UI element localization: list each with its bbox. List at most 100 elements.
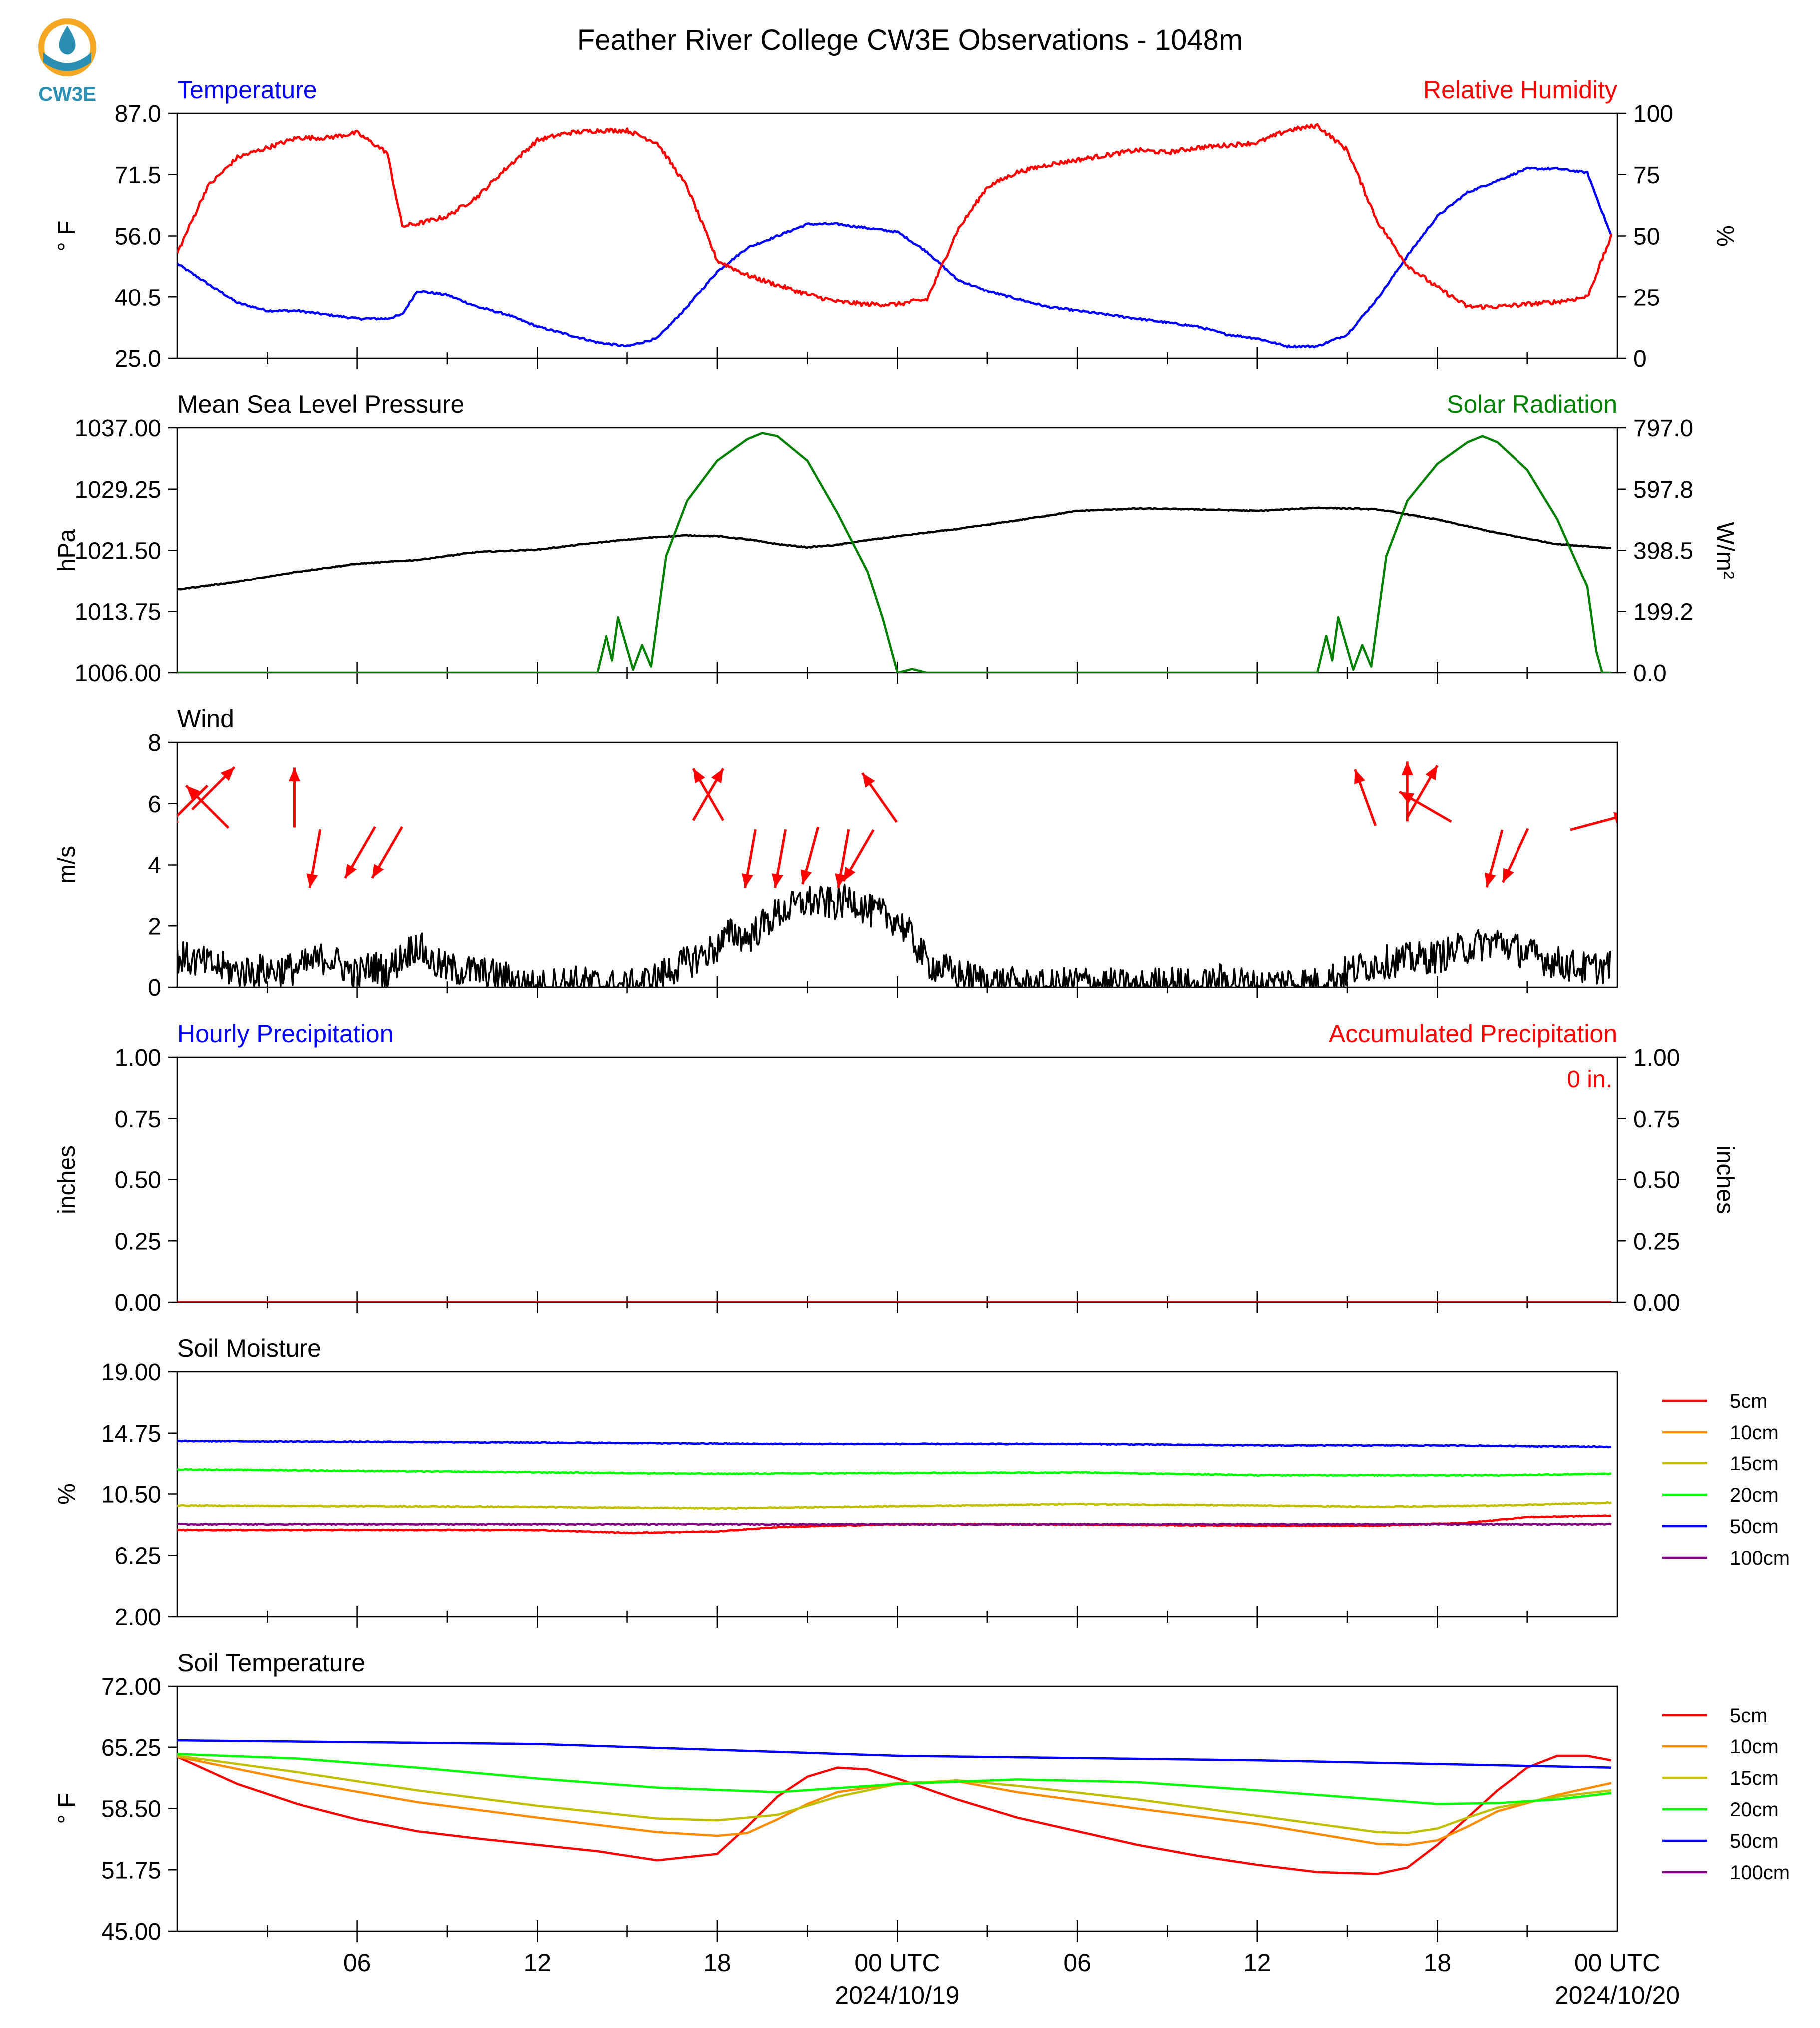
wind-arrow-head: [1425, 765, 1438, 781]
plot-frame: [176, 1685, 1618, 1932]
wind-arrow-head: [345, 864, 357, 878]
wind-arrow-head: [1354, 769, 1366, 785]
panel-title-left: Soil Temperature: [177, 1649, 365, 1677]
series-group: [177, 1439, 1612, 1535]
series-line-mean-sea-level-pressure: [177, 506, 1612, 591]
y2-tick-label: 75: [1633, 162, 1660, 189]
y-tick-label: 6: [148, 791, 161, 818]
y-tick-label: 1021.50: [74, 538, 161, 565]
series-line-temperature: [177, 166, 1613, 349]
wind-arrow: [1502, 828, 1529, 883]
series-line-solar-radiation: [177, 432, 1611, 673]
wind-arrow: [1570, 812, 1617, 831]
y2-tick-label: 50: [1633, 224, 1660, 250]
figure-title: Feather River College CW3E Observations …: [577, 24, 1243, 56]
y-tick-label: 1006.00: [74, 660, 161, 687]
y-axis-label: hPa: [54, 529, 80, 572]
series-group: [177, 761, 1617, 987]
legend-label: 100cm: [1730, 1862, 1790, 1884]
panel-soil_moisture: Soil Moisture 2.00 6.25 10.50 14.75 19.00%: [54, 1334, 1618, 1631]
wind-arrow-shaft: [177, 784, 209, 818]
wind-arrow-head: [177, 820, 179, 823]
y-axis-label: inches: [54, 1145, 80, 1214]
wind-arrow: [741, 829, 757, 888]
y-tick-label: 45.00: [101, 1919, 161, 1945]
y2-tick-label: 0: [1633, 346, 1647, 372]
y2-tick-label: 0.0: [1633, 660, 1667, 687]
y-tick-label: 1013.75: [74, 599, 161, 625]
series-group: [177, 432, 1612, 673]
y-tick-label: 58.50: [101, 1796, 161, 1823]
legend-label: 5cm: [1730, 1705, 1768, 1727]
wind-arrow: [835, 829, 850, 888]
y2-tick-label: 1.00: [1633, 1045, 1680, 1071]
wind-arrow-head: [693, 768, 705, 784]
wind-arrow-head: [1399, 791, 1415, 804]
x-tick-label: 00 UTC: [854, 1949, 940, 1977]
wind-arrow: [177, 784, 209, 823]
legend-label: 50cm: [1730, 1830, 1779, 1852]
y-tick-label: 40.5: [115, 285, 161, 311]
y-tick-label: 14.75: [101, 1421, 161, 1447]
panel-title-left: Temperature: [177, 76, 317, 104]
wind-arrow-head: [1484, 872, 1496, 888]
y-tick-label: 19.00: [101, 1359, 161, 1386]
panel-title-left: Wind: [177, 705, 234, 733]
panel-pressure_solar: Mean Sea Level Pressure Solar Radiation 10…: [54, 390, 1738, 687]
x-tick-label: 18: [703, 1949, 731, 1977]
panel-wind: Wind 0 2 4 6 8 m/s: [54, 705, 1618, 1001]
wind-arrow-head: [220, 767, 235, 781]
panel-title-right: Relative Humidity: [1423, 76, 1617, 104]
y-tick-label: 25.0: [115, 346, 161, 372]
legend-label: 20cm: [1730, 1799, 1779, 1821]
legend-label: 100cm: [1730, 1547, 1790, 1569]
panel-title-right: Solar Radiation: [1447, 390, 1617, 418]
legend-label: 15cm: [1730, 1453, 1779, 1475]
y2-tick-label: 597.8: [1633, 477, 1693, 503]
wind-arrow-head: [843, 867, 856, 882]
wind-arrow-head: [771, 873, 783, 888]
wind-arrow-head: [741, 873, 753, 888]
wind-arrow: [1406, 764, 1439, 818]
y-tick-label: 56.0: [115, 224, 161, 250]
panel-title-right: Accumulated Precipitation: [1329, 1020, 1617, 1048]
x-tick-label: 18: [1424, 1949, 1452, 1977]
y-tick-label: 2: [148, 913, 161, 940]
y-tick-label: 71.5: [115, 162, 161, 189]
panel-temp_rh: Temperature Relative Humidity 25.0 40.5 56.0…: [54, 76, 1738, 372]
wind-arrow: [185, 784, 230, 829]
y-tick-label: 10.50: [101, 1482, 161, 1508]
wind-arrow-head: [186, 785, 200, 800]
wind-arrow: [861, 772, 898, 823]
plot-frame: [176, 1371, 1618, 1618]
y-tick-label: 72.00: [101, 1674, 161, 1700]
logo-text: CW3E: [38, 83, 96, 105]
cw3e-logo-mark: CW3E: [38, 18, 96, 105]
y2-tick-label: 199.2: [1633, 599, 1693, 625]
x-date-label: 2024/10/20: [1555, 1981, 1680, 2009]
legend-label: 5cm: [1730, 1390, 1768, 1412]
legend-label: 50cm: [1730, 1516, 1779, 1538]
y-axis-label: m/s: [54, 846, 80, 884]
wind-arrow-head: [1613, 812, 1617, 824]
wind-arrow-head: [372, 864, 384, 878]
y2-tick-label: 797.0: [1633, 415, 1693, 442]
y-tick-label: 6.25: [115, 1543, 161, 1569]
wind-arrow-head: [306, 873, 318, 888]
panel-soil_temp: Soil Temperature 45.00 51.75 58.50 65.25 72.0…: [54, 1649, 1618, 1945]
logo-wave: [43, 52, 91, 71]
wind-arrow: [1484, 829, 1504, 888]
y-tick-label: 87.0: [115, 101, 161, 127]
y2-tick-label: 398.5: [1633, 538, 1693, 565]
y-tick-label: 0.50: [115, 1167, 161, 1194]
wind-arrow: [306, 829, 322, 888]
y2-tick-label: 0.00: [1633, 1290, 1680, 1316]
y2-tick-label: 25: [1633, 285, 1660, 311]
x-tick-label: 12: [1243, 1949, 1271, 1977]
wind-arrow-head: [1401, 761, 1413, 775]
y-tick-label: 1029.25: [74, 477, 161, 503]
wind-arrow: [371, 826, 403, 879]
wind-arrow: [344, 826, 376, 879]
wind-arrow-head: [288, 767, 301, 782]
